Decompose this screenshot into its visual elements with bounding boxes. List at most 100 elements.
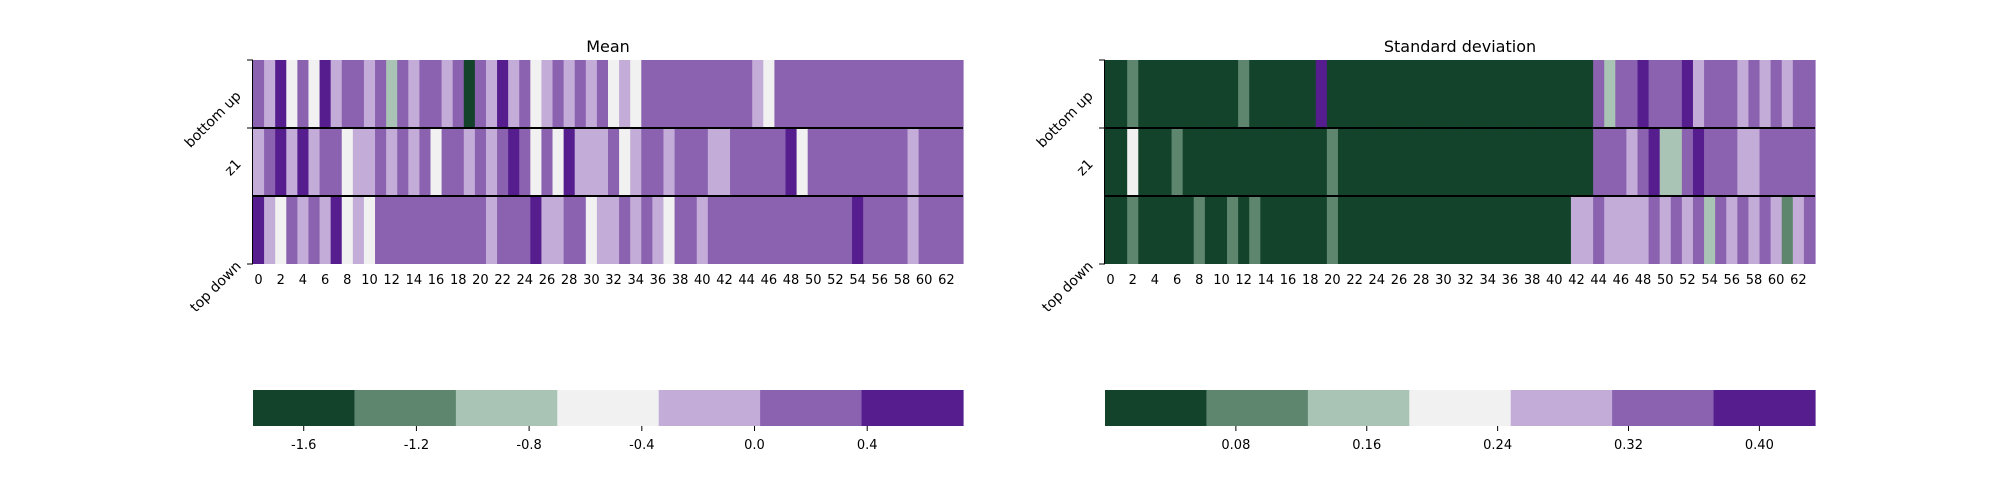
x-tick-label: 48 [1635,273,1652,288]
heatmap-cell [286,196,298,264]
heatmap-cell [674,60,687,128]
heatmap-cell [1116,196,1128,264]
heatmap-cell [1271,196,1284,264]
heatmap-cell [718,196,731,264]
heatmap-cell [297,196,310,264]
heatmap-cell [253,60,265,128]
x-tick-label: 14 [406,273,423,288]
heatmap-cell [807,196,820,264]
x-tick-label: 30 [1435,273,1452,288]
x-tick-label: 38 [672,273,689,288]
heatmap-cell [1781,128,1794,196]
heatmap-cell [951,60,964,128]
heatmap-cell [596,196,609,264]
heatmap-cell [363,60,376,128]
heatmap-cell [630,60,642,128]
colorbar-tick-label: -1.6 [291,438,316,453]
heatmap-cell [1704,60,1716,128]
heatmap-cell [929,60,942,128]
x-tick-label: 40 [1546,273,1563,288]
x-tick-label: 50 [1657,273,1674,288]
heatmap-cell [707,128,720,196]
heatmap-cell [1260,60,1273,128]
x-tick-label: 36 [650,273,667,288]
heatmap-cell [707,196,720,264]
heatmap-cell [1448,60,1461,128]
heatmap-cell [1648,196,1661,264]
heatmap-cell [1737,60,1750,128]
colorbar-tick-label: 0.32 [1614,438,1643,453]
heatmap-cell [918,128,931,196]
heatmap-cell [441,196,454,264]
heatmap-cell [796,128,809,196]
heatmap-cell [474,128,487,196]
heatmap-cell [1204,60,1217,128]
colorbar-segment [253,390,356,426]
heatmap-cell [1737,128,1750,196]
heatmap-cell [463,60,476,128]
heatmap-cell [596,128,609,196]
heatmap-cell [1371,196,1383,264]
heatmap-cell [1282,60,1295,128]
heatmap-cell [1215,60,1228,128]
heatmap-cell [652,60,665,128]
heatmap-cell [497,128,509,196]
heatmap-cell [441,128,454,196]
heatmap-cell [774,196,787,264]
heatmap-cell [1559,196,1572,264]
x-tick-label: 16 [1280,273,1297,288]
heatmap-cell [663,60,676,128]
heatmap-cell [918,196,931,264]
x-tick-label: 52 [1679,273,1696,288]
heatmap-cell [1637,196,1650,264]
heatmap-cell [1127,128,1139,196]
heatmap-cell [1349,128,1361,196]
heatmap-cell [1204,196,1217,264]
heatmap-cell [907,60,920,128]
heatmap-cell [375,128,387,196]
heatmap-cell [763,196,776,264]
heatmap-cell [674,196,687,264]
x-tick-label: 44 [1590,273,1607,288]
heatmap-cell [1182,128,1195,196]
x-tick-label: 42 [1568,273,1585,288]
x-tick-label: 18 [450,273,467,288]
heatmap-cell [341,196,354,264]
heatmap-cell [419,128,432,196]
heatmap-cell [1803,128,1816,196]
heatmap-cell [1382,128,1395,196]
heatmap-cell [1548,128,1561,196]
heatmap-cell [585,128,598,196]
x-tick-label: 2 [1129,273,1137,288]
heatmap-cell [1215,128,1228,196]
heatmap-cell [574,60,587,128]
colorbar-segment [1612,390,1715,426]
heatmap-cell [1659,196,1672,264]
heatmap-cell [297,60,310,128]
heatmap-cell [397,60,409,128]
heatmap-cell [330,60,343,128]
x-tick-label: 10 [361,273,378,288]
heatmap-cell [1337,128,1350,196]
heatmap-cell [1238,128,1250,196]
heatmap-cell [1792,196,1805,264]
heatmap-cell [696,60,709,128]
heatmap-cell [1337,196,1350,264]
heatmap-cell [907,196,920,264]
heatmap-cell [1249,196,1261,264]
heatmap-cell [1393,128,1406,196]
heatmap-cell [1593,128,1605,196]
x-tick-label: 44 [738,273,755,288]
heatmap-cell [541,60,554,128]
heatmap-cell [1437,60,1450,128]
heatmap-cell [308,60,321,128]
colorbar-segment [1510,390,1613,426]
heatmap-cell [1171,128,1184,196]
heatmap-cell [1116,60,1128,128]
heatmap-cell [829,60,842,128]
heatmap-cell [1404,128,1417,196]
heatmap-cell [308,196,321,264]
heatmap-cell [652,196,665,264]
heatmap-cell [1138,128,1150,196]
